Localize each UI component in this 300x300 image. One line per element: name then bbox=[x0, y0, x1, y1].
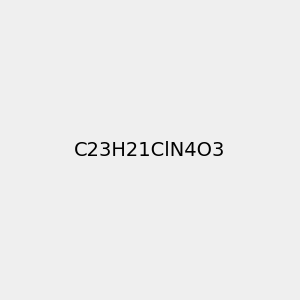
Text: C23H21ClN4O3: C23H21ClN4O3 bbox=[74, 140, 226, 160]
